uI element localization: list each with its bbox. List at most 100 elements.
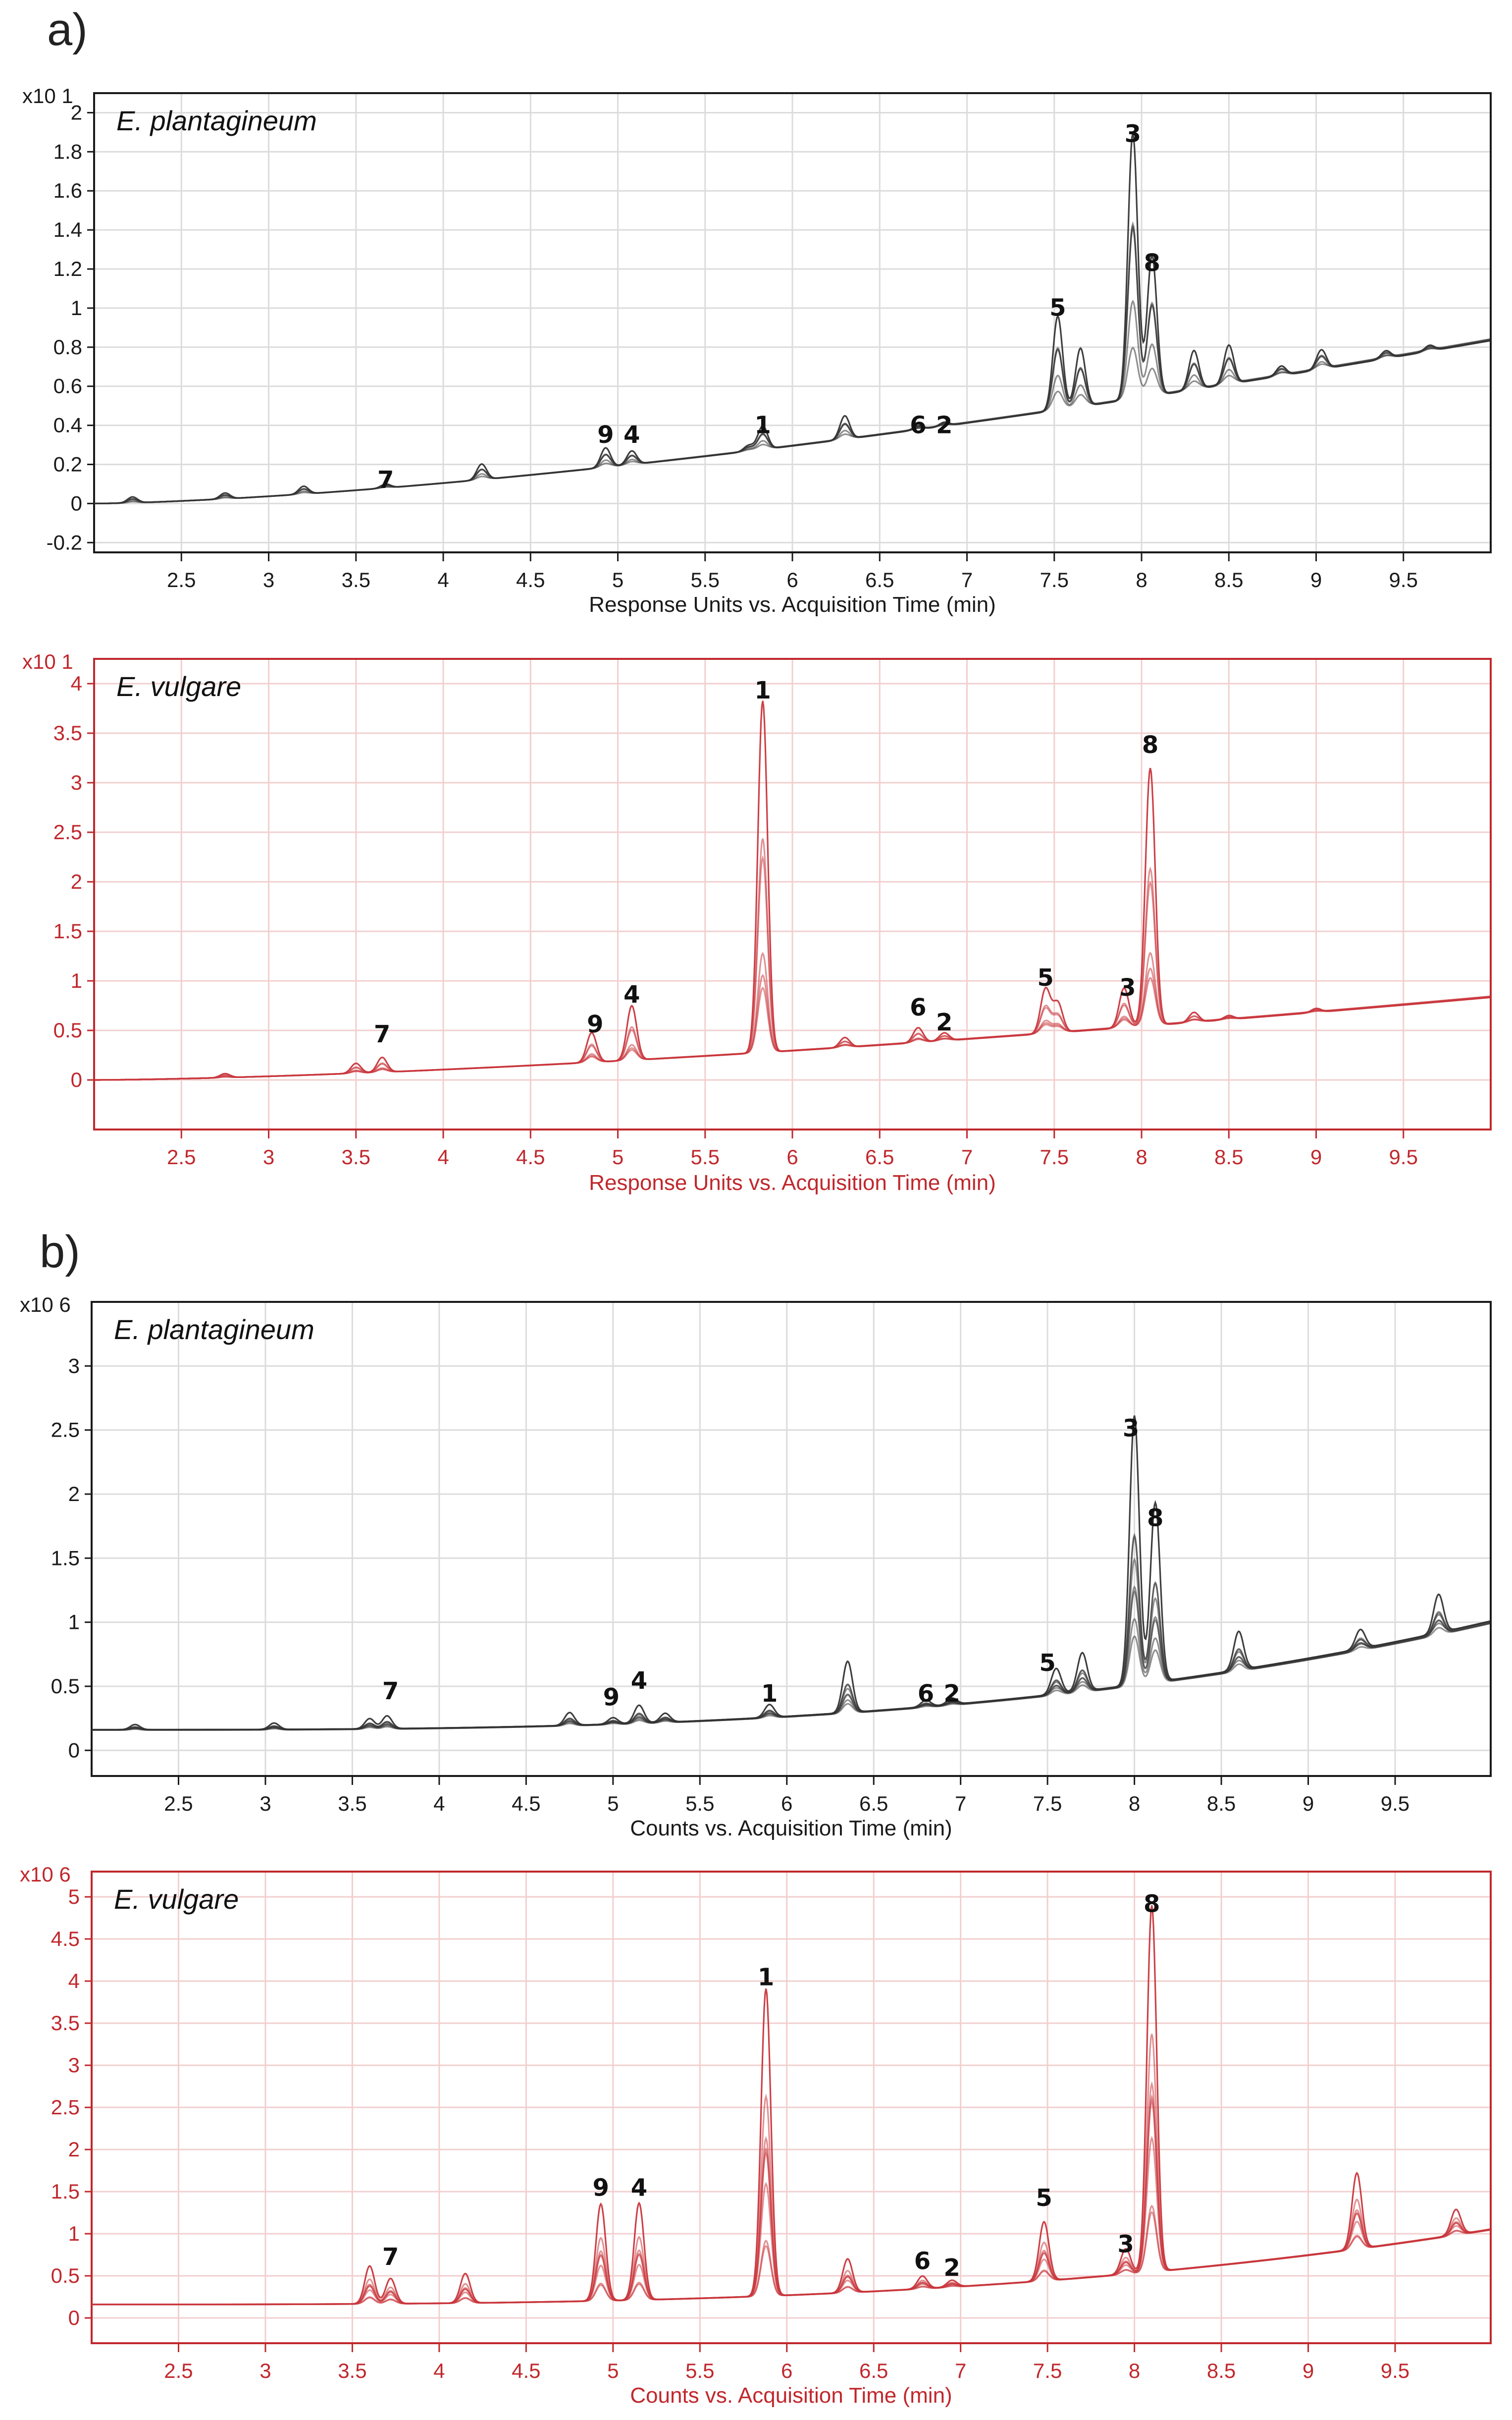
x-tick-label: 6 [781, 1792, 792, 1815]
y-tick-label: 0.4 [53, 414, 82, 437]
peak-label-2: 2 [943, 1680, 960, 1708]
x-tick-label: 5 [612, 568, 624, 592]
x-tick-label: 9.5 [1381, 1792, 1409, 1815]
y-tick-label: 3 [71, 771, 82, 794]
x-tick-label: 3 [260, 1792, 271, 1815]
peak-label-9: 9 [603, 1684, 620, 1712]
x-tick-label: 7 [955, 2359, 966, 2382]
chromatogram-trace [92, 1415, 1490, 1731]
x-tick-label: 8.5 [1207, 1792, 1236, 1815]
peak-label-5: 5 [1036, 2184, 1052, 2212]
peak-label-7: 7 [382, 1677, 399, 1705]
panel-label-b: b) [40, 1227, 80, 1277]
x-tick-label: 5 [612, 1145, 624, 1169]
x-tick-label: 7 [961, 568, 973, 592]
chromatogram-trace [94, 224, 1490, 504]
x-tick-label: 9.5 [1389, 568, 1418, 592]
x-tick-label: 9 [1310, 1145, 1322, 1169]
x-axis-title: Response Units vs. Acquisition Time (min… [589, 1171, 996, 1195]
x-tick-label: 6.5 [859, 2359, 888, 2382]
trace-group [94, 700, 1490, 1081]
peak-label-8: 8 [1147, 1505, 1163, 1532]
x-tick-label: 6 [786, 568, 798, 592]
chromatogram-trace [92, 2098, 1490, 2306]
chromatogram-trace [94, 952, 1490, 1081]
x-tick-label: 4 [433, 1792, 445, 1815]
y-tick-label: 0.8 [53, 335, 82, 359]
y-tick-label: 2.5 [51, 1418, 80, 1442]
y-tick-label: 0 [68, 2306, 80, 2329]
x-tick-label: 9 [1310, 568, 1322, 592]
x-tick-label: 3.5 [342, 1145, 370, 1169]
y-tick-label: 2 [68, 1482, 80, 1506]
x-tick-label: 2.5 [164, 1792, 193, 1815]
peak-label-9: 9 [593, 2174, 609, 2202]
y-tick-label: 0.6 [53, 375, 82, 398]
peak-label-7: 7 [377, 466, 394, 494]
y-tick-label: 1.8 [53, 140, 82, 163]
x-tick-label: 8 [1136, 1145, 1147, 1169]
chromatogram-trace [92, 1590, 1490, 1731]
y-tick-label: 1 [71, 969, 82, 992]
x-tick-label: 7 [961, 1145, 973, 1169]
x-tick-label: 6 [781, 2359, 792, 2382]
x-tick-label: 8 [1136, 568, 1147, 592]
y-multiplier-label: x10 6 [20, 1863, 71, 1886]
chromatogram-trace [92, 1622, 1490, 1731]
x-tick-label: 8 [1129, 1792, 1140, 1815]
x-tick-label: 7.5 [1040, 568, 1069, 592]
y-tick-label: 3 [68, 2053, 80, 2077]
y-tick-label: 1.5 [51, 2180, 80, 2203]
plot-title: E. plantagineum [116, 105, 317, 136]
y-tick-label: 0.5 [51, 1674, 80, 1698]
peak-label-6: 6 [918, 1680, 934, 1708]
x-tick-label: 9 [1303, 1792, 1314, 1815]
x-tick-label: 3 [263, 1145, 274, 1169]
chromatogram-trace [92, 1532, 1490, 1731]
y-tick-label: 1.5 [53, 919, 82, 943]
x-tick-label: 2.5 [164, 2359, 193, 2382]
trace-group [92, 1415, 1490, 1731]
x-tick-label: 8 [1129, 2359, 1140, 2382]
plot-title: E. vulgare [116, 671, 241, 702]
y-tick-label: 0.2 [53, 452, 82, 476]
peak-label-4: 4 [631, 1667, 647, 1695]
x-tick-label: 6.5 [859, 1792, 888, 1815]
plot-title: E. plantagineum [114, 1314, 314, 1345]
x-tick-label: 8.5 [1207, 2359, 1236, 2382]
x-tick-label: 8.5 [1214, 1145, 1243, 1169]
x-tick-label: 5 [607, 1792, 619, 1815]
peak-label-9: 9 [597, 421, 614, 449]
y-tick-label: -0.2 [47, 531, 82, 554]
y-tick-label: 1.5 [51, 1546, 80, 1569]
x-tick-label: 3.5 [342, 568, 370, 592]
peak-label-1: 1 [761, 1680, 778, 1708]
x-tick-label: 9.5 [1381, 2359, 1409, 2382]
trace-group [94, 133, 1490, 504]
peak-label-8: 8 [1144, 1890, 1160, 1918]
x-tick-label: 4.5 [512, 2359, 540, 2382]
x-tick-label: 6.5 [865, 568, 894, 592]
peak-label-7: 7 [382, 2243, 399, 2271]
chromatogram-trace [92, 1535, 1490, 1731]
x-tick-label: 3 [263, 568, 274, 592]
peak-label-4: 4 [631, 2174, 647, 2202]
chromatogram-trace [92, 2034, 1490, 2306]
chromatogram-trace [92, 2205, 1490, 2306]
peak-label-9: 9 [587, 1011, 603, 1038]
x-tick-label: 5.5 [685, 2359, 714, 2382]
chart-a-plantagineum: 2.5 3 3.5 4 4.5 5 5.5 6 6.5 7 7.5 8 8.5 9 9.5 -0.2 0 0.2 0… [22, 84, 1492, 617]
y-tick-label: 1.6 [53, 179, 82, 202]
x-tick-label: 3.5 [338, 1792, 366, 1815]
y-tick-label: 0 [68, 1738, 80, 1762]
peak-label-1: 1 [758, 1964, 774, 1991]
x-tick-label: 7.5 [1040, 1145, 1069, 1169]
panel-label-a: a) [47, 4, 88, 55]
chromatogram-trace [92, 2081, 1490, 2306]
x-tick-label: 5.5 [691, 568, 720, 592]
peak-label-1: 1 [754, 411, 771, 439]
x-axis-title: Counts vs. Acquisition Time (min) [630, 1816, 952, 1840]
chart-b-plantagineum: 2.5 3 3.5 4 4.5 5 5.5 6 6.5 7 7.5 8 8.5 9 9.5 0 0.5 1 1.5 2… [20, 1293, 1492, 1840]
peak-label-6: 6 [914, 2247, 931, 2275]
x-tick-label: 3 [260, 2359, 271, 2382]
